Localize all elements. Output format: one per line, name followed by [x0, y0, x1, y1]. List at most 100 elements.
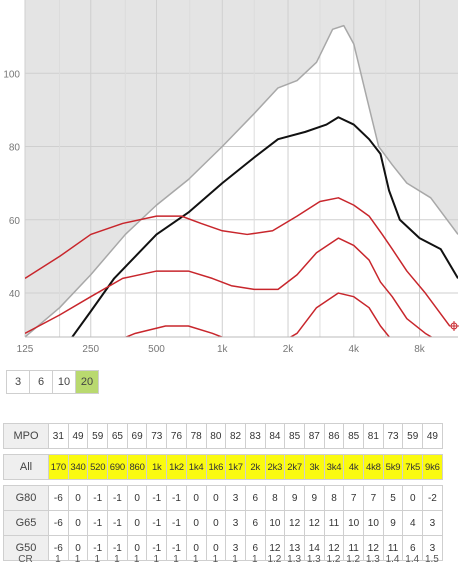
table-cell: 2k	[244, 454, 266, 480]
table-cell[interactable]: 10	[363, 510, 384, 536]
table-cell[interactable]: 0	[67, 510, 89, 536]
table-cell[interactable]: 59	[87, 423, 109, 449]
cr-value: 1.3	[365, 554, 380, 565]
table-cell[interactable]: 87	[303, 423, 325, 449]
level-button-20[interactable]: 20	[75, 370, 99, 394]
row-header: G65	[3, 510, 49, 536]
cr-label: CR	[18, 554, 33, 565]
x-tick-label: 4k	[348, 344, 360, 355]
cr-value: 1	[232, 554, 238, 565]
table-cell[interactable]: -1	[107, 485, 128, 511]
table-cell[interactable]: -1	[146, 510, 168, 536]
series-line-3	[25, 237, 433, 337]
table-cell: 1k6	[205, 454, 227, 480]
table-cell[interactable]: 83	[244, 423, 266, 449]
table-cell[interactable]: -1	[87, 485, 109, 511]
table-cell[interactable]: 3	[225, 485, 246, 511]
table-cell[interactable]: -6	[48, 510, 69, 536]
table-cell[interactable]: 73	[382, 423, 404, 449]
table-cell: 5k9	[382, 454, 404, 480]
table-cell[interactable]: -1	[166, 485, 187, 511]
table-cell[interactable]: 0	[185, 510, 207, 536]
table-cell[interactable]: 73	[146, 423, 168, 449]
table-cell[interactable]: 0	[402, 485, 424, 511]
table-cell[interactable]: 80	[205, 423, 227, 449]
table-cell[interactable]: 78	[185, 423, 207, 449]
table-cell[interactable]: -2	[422, 485, 443, 511]
table-cell[interactable]: 4	[402, 510, 424, 536]
table-cell[interactable]: -1	[146, 485, 168, 511]
table-row-g80: G80 -6 0 -1 -1 0 -1 -1 0 0 3 6 8 9 9 8 7 7 5 0 -2	[3, 485, 443, 511]
table-cell[interactable]: 49	[422, 423, 443, 449]
table-cell[interactable]: -6	[48, 485, 69, 511]
table-cell[interactable]: 6	[402, 535, 424, 561]
table-cell[interactable]: 76	[166, 423, 187, 449]
table-cell[interactable]: 0	[67, 485, 89, 511]
table-cell[interactable]: 8	[323, 485, 345, 511]
cr-value: 1	[212, 554, 219, 565]
table-cell[interactable]: 49	[67, 423, 89, 449]
table-cell: 3k4	[323, 454, 345, 480]
table-cell: 4k	[343, 454, 364, 480]
table-cell[interactable]: 5	[382, 485, 404, 511]
table-cell[interactable]: 11	[323, 510, 345, 536]
table-cell[interactable]: 86	[323, 423, 345, 449]
table-cell[interactable]: 8	[264, 485, 286, 511]
table-cell[interactable]: 6	[244, 510, 266, 536]
table-cell[interactable]: 9	[382, 510, 404, 536]
table-cell[interactable]: -1	[87, 510, 109, 536]
table-cell[interactable]: 10	[264, 510, 286, 536]
table-cell[interactable]: 0	[126, 510, 148, 536]
table-cell[interactable]: 3	[422, 535, 443, 561]
table-cell[interactable]: 9	[284, 485, 305, 511]
row-header: G50	[3, 535, 49, 561]
cr-value: 1	[133, 554, 140, 565]
level-button-6[interactable]: 6	[29, 370, 53, 394]
table-cell[interactable]: 85	[284, 423, 305, 449]
table-cell[interactable]: 10	[343, 510, 364, 536]
x-tick-label: 250	[82, 344, 99, 355]
table-cell[interactable]: 12	[303, 510, 325, 536]
table-cell[interactable]: 7	[363, 485, 384, 511]
cr-value: 1	[153, 554, 160, 565]
table-cell[interactable]: 7	[343, 485, 364, 511]
table-cell[interactable]: -1	[166, 510, 187, 536]
row-header: All	[3, 454, 49, 480]
table-cell[interactable]: 81	[363, 423, 384, 449]
table-cell[interactable]: 9	[303, 485, 325, 511]
x-tick-label: 2k	[283, 344, 295, 355]
table-cell: 9k6	[422, 454, 443, 480]
table-cell[interactable]: 69	[126, 423, 148, 449]
table-row-mpo: MPO 31 49 59 65 69 73 76 78 80 82 83 84 85 87 86 85 81 73 5…	[3, 423, 443, 449]
table-cell: 2k7	[284, 454, 305, 480]
table-cell[interactable]: 3	[225, 510, 246, 536]
table-cell[interactable]: -1	[107, 510, 128, 536]
level-button-3[interactable]: 3	[6, 370, 30, 394]
series-line-2	[25, 197, 451, 327]
table-cell[interactable]: 0	[205, 510, 227, 536]
cr-value: 1	[114, 554, 120, 565]
table-cell: 1k	[146, 454, 168, 480]
table-cell[interactable]: 85	[343, 423, 364, 449]
table-cell[interactable]: 3	[422, 510, 443, 536]
x-tick-label: 500	[148, 344, 165, 355]
table-cell[interactable]: 65	[107, 423, 128, 449]
table-cell[interactable]: 12	[284, 510, 305, 536]
cr-value: 1.2	[346, 554, 361, 565]
table-cell: 1k7	[225, 454, 246, 480]
table-cell[interactable]: 59	[402, 423, 424, 449]
table-cell[interactable]: 31	[48, 423, 69, 449]
gain-table: MPO 31 49 59 65 69 73 76 78 80 82 83 84 85 87 86 85 81 73 5…	[3, 423, 443, 561]
table-cell[interactable]: 0	[205, 485, 227, 511]
series-line-4	[124, 292, 391, 337]
cr-value: 1	[251, 554, 258, 565]
table-cell[interactable]: 6	[244, 485, 266, 511]
table-cell[interactable]: 84	[264, 423, 286, 449]
level-button-10[interactable]: 10	[52, 370, 76, 394]
table-cell[interactable]: 0	[126, 485, 148, 511]
table-cell[interactable]: 0	[185, 485, 207, 511]
row-header: G80	[3, 485, 49, 511]
table-cell[interactable]: 0	[126, 535, 148, 561]
table-cell: 4k8	[363, 454, 384, 480]
table-cell[interactable]: 82	[225, 423, 246, 449]
